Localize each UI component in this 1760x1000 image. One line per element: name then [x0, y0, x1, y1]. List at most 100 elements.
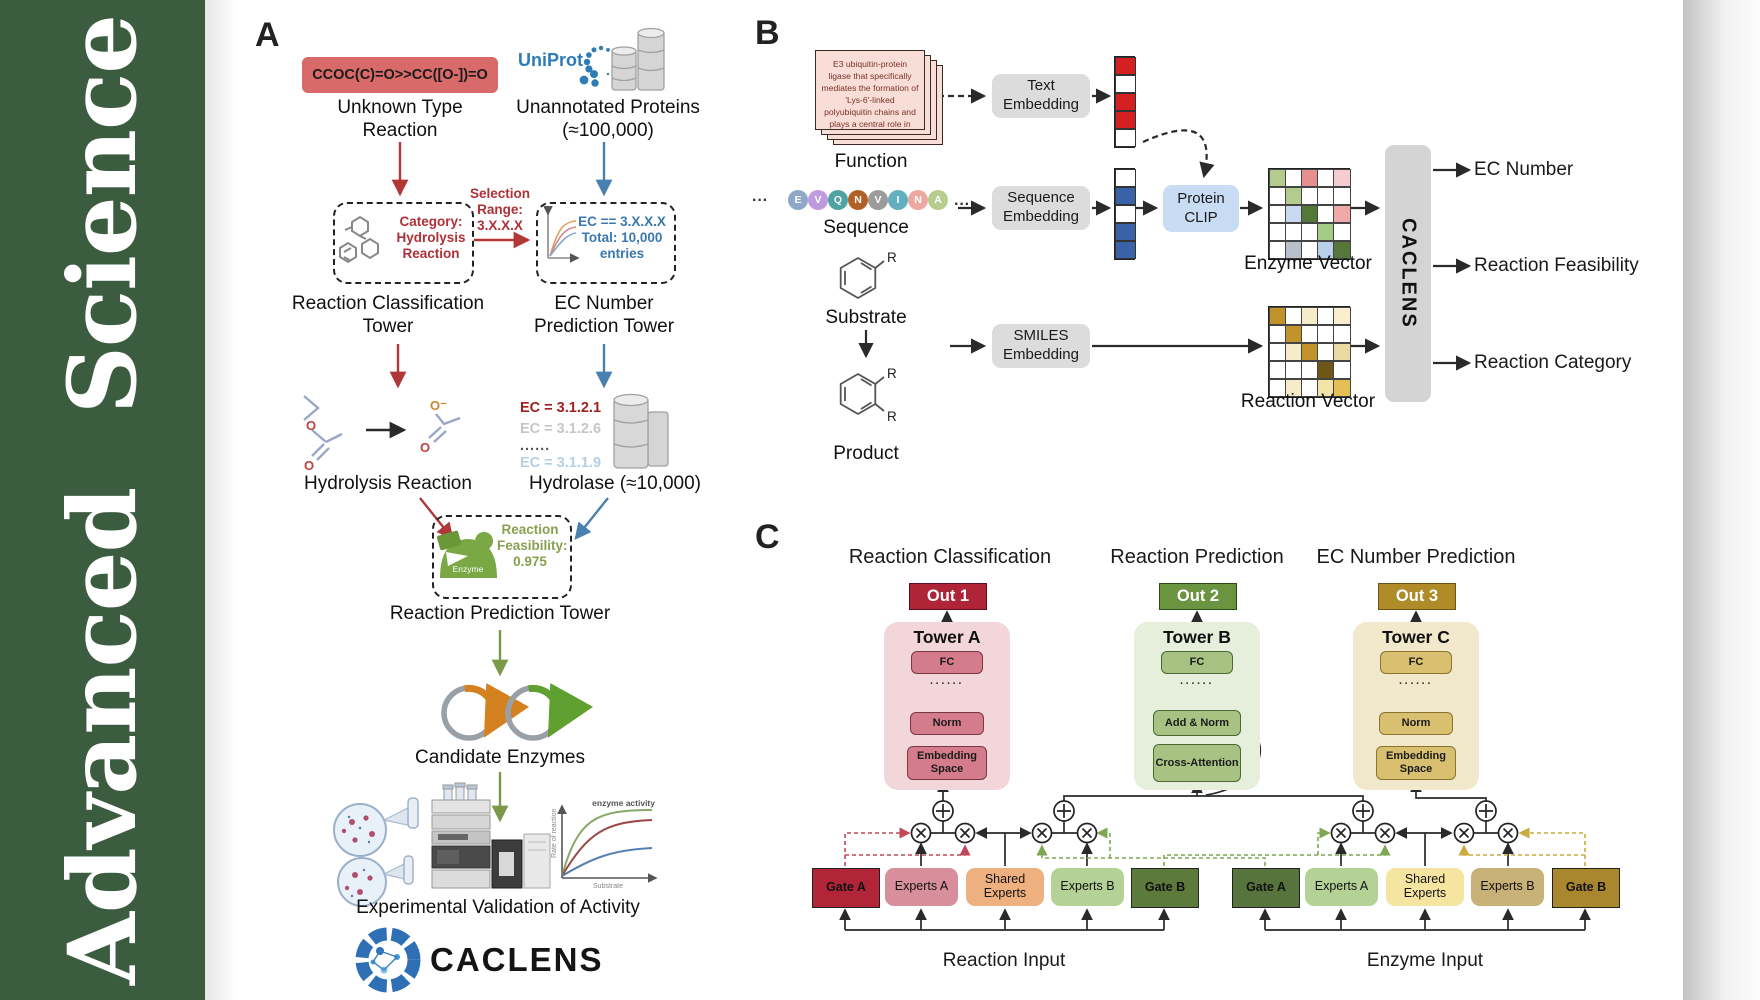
acetate-molecule — [428, 413, 461, 443]
enzyme-experts-b: Experts B — [1471, 868, 1544, 906]
output-ec-number: EC Number — [1474, 159, 1574, 180]
validation-label: Experimental Validation of Activity — [356, 897, 640, 918]
tower-b: Tower B FC ······ Add & Norm Cross-Atten… — [1134, 622, 1260, 790]
enzyme-input-label: Enzyme Input — [1366, 950, 1484, 971]
text-embedding-vector — [1114, 56, 1136, 148]
header-reaction-prediction: Reaction Prediction — [1110, 546, 1284, 568]
out-3-box: Out 3 — [1378, 583, 1456, 610]
reaction-gate-b: Gate B — [1131, 868, 1199, 908]
ec-number-dashed-box — [536, 202, 676, 284]
page-left-shadow — [205, 0, 237, 1000]
output-reaction-feasibility: Reaction Feasibility — [1474, 255, 1639, 276]
reaction-vector-matrix — [1268, 306, 1351, 398]
function-card: E3 ubiquitin-protein ligase that specifi… — [815, 50, 925, 130]
matrix-cell — [1115, 93, 1136, 111]
tower-b-dots: ······ — [1180, 678, 1214, 690]
tower-c-norm: Norm — [1379, 712, 1453, 735]
ec-result-3: EC = 3.1.1.9 — [520, 455, 602, 472]
matrix-cell — [1115, 129, 1136, 147]
product-label: Product — [833, 443, 899, 464]
residue-circle: E — [788, 190, 808, 210]
hydrolysis-reaction-label: Hydrolysis Reaction — [304, 473, 472, 494]
caclens-module-label: CACLENS — [1397, 218, 1420, 329]
ec-result-2: EC = 3.1.2.6 — [520, 421, 602, 438]
unannotated-proteins-label: Unannotated Proteins (≈100,000) — [516, 97, 700, 142]
reaction-experts-a: Experts A — [885, 868, 958, 906]
tower-c-dots: ······ — [1399, 678, 1433, 690]
out-1-box: Out 1 — [909, 583, 987, 610]
ester-molecule — [303, 395, 343, 461]
matrix-cell — [1333, 325, 1351, 343]
residue-circle: Q — [828, 190, 848, 210]
tower-c: Tower C FC ······ Norm Embedding Space — [1353, 622, 1479, 790]
activity-xlabel: Substrate — [593, 883, 623, 890]
ec-result-dots: ...... — [520, 438, 551, 455]
tower-b-cross-attention: Cross-Attention — [1153, 744, 1241, 782]
function-label: Function — [834, 151, 908, 172]
tower-c-embedding-space: Embedding Space — [1376, 746, 1456, 780]
sequence-ellipsis-left: ··· — [752, 192, 768, 209]
hplc-machine-icon — [431, 782, 551, 889]
matrix-cell — [1115, 169, 1136, 187]
tower-a-norm: Norm — [910, 712, 984, 735]
feasibility-note: Reaction Feasibility: 0.975 — [497, 522, 568, 570]
reaction-input-label: Reaction Input — [942, 950, 1066, 971]
header-reaction-classification: Reaction Classification — [848, 546, 1052, 568]
tower-b-add-norm: Add & Norm — [1153, 710, 1241, 736]
enzyme-vector-matrix — [1268, 168, 1351, 260]
tower-c-title: Tower C — [1382, 627, 1450, 647]
matrix-cell — [1115, 205, 1136, 223]
substrate-molecule — [839, 256, 885, 300]
smiles-embedding-box: SMILES Embedding — [992, 324, 1090, 368]
smiles-reaction-box: CCOC(C)=O>>CC([O-])=O — [302, 57, 498, 93]
panel-b-label: B — [755, 14, 780, 52]
caclens-logo-icon — [355, 927, 421, 993]
tower-a-fc: FC — [911, 651, 983, 674]
matrix-cell — [1115, 223, 1136, 241]
reaction-shared-experts: Shared Experts — [966, 868, 1044, 906]
sequence-embedding-box: Sequence Embedding — [992, 186, 1090, 230]
multiply-nodes — [910, 822, 1519, 844]
matrix-cell — [1333, 169, 1351, 187]
category-hydrolysis-note: Category: Hydrolysis Reaction — [396, 214, 466, 262]
enzyme-experts-a: Experts A — [1305, 868, 1378, 906]
tower-b-title: Tower B — [1163, 627, 1231, 647]
ester-o-atom: O — [306, 418, 316, 433]
ec-result-1: EC = 3.1.2.1 — [520, 400, 602, 416]
matrix-cell — [1333, 361, 1351, 379]
prediction-tower-label: Reaction Prediction Tower — [389, 603, 611, 624]
hydrolase-label: Hydrolase (≈10,000) — [528, 473, 701, 494]
matrix-cell — [1333, 187, 1351, 205]
residue-circle: A — [928, 190, 948, 210]
enzyme-vector-label: Enzyme Vector — [1244, 253, 1372, 274]
residue-circle: V — [808, 190, 828, 210]
uniprot-logo-text: UniProt — [518, 50, 583, 70]
residue-circle: N — [848, 190, 868, 210]
selection-range-note: Selection Range: 3.X.X.X — [469, 186, 531, 234]
reaction-classification-dashed-box — [333, 202, 474, 284]
panel-a-label: A — [255, 16, 280, 54]
residue-circle: I — [888, 190, 908, 210]
reaction-experts-b: Experts B — [1051, 868, 1124, 906]
product-r1-label: R — [887, 366, 897, 381]
tower-a-title: Tower A — [913, 627, 981, 647]
activity-chart-icon — [557, 804, 658, 883]
text-embedding-box: Text Embedding — [992, 74, 1090, 118]
sum-nodes — [932, 800, 1497, 822]
caclens-module-bar: CACLENS — [1385, 145, 1431, 402]
panel-c-label: C — [755, 518, 780, 556]
petri-dish-icons — [333, 797, 419, 907]
substrate-label: Substrate — [825, 307, 907, 328]
ec-tower-label: EC Number Prediction Tower — [533, 293, 675, 338]
page-curl-shadow — [1683, 0, 1760, 1000]
protein-clip-box: Protein CLIP — [1163, 185, 1239, 232]
activity-ylabel: Rate of reaction — [551, 808, 558, 858]
reaction-prediction-dashed-box — [432, 515, 572, 599]
sequence-embedding-vector — [1114, 168, 1136, 260]
activity-curve-label: enzyme activity — [592, 798, 655, 808]
matrix-cell — [1333, 223, 1351, 241]
header-ec-number-prediction: EC Number Prediction — [1316, 546, 1516, 568]
tower-c-fc: FC — [1380, 651, 1452, 674]
candidate-enzymes-label: Candidate Enzymes — [414, 747, 586, 768]
